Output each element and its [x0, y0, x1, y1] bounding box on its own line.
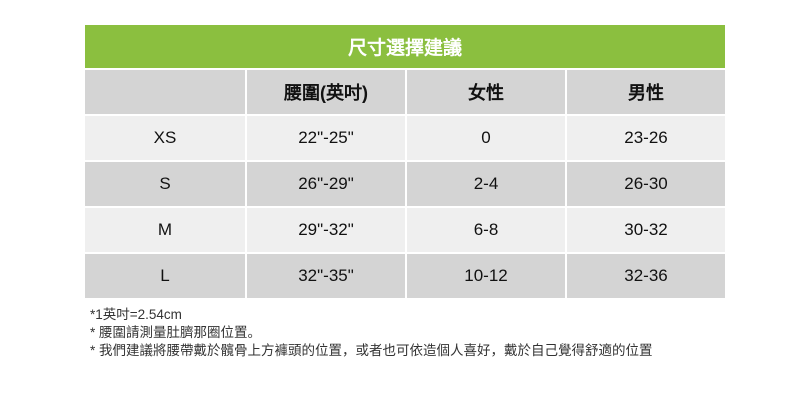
note: *1英吋=2.54cm: [90, 307, 182, 322]
table-cell: 23-26: [567, 116, 725, 160]
size-table: 腰圍(英吋) 女性 男性 XS 22"-25" 0 23-26 S 26"-29…: [85, 70, 725, 298]
table-cell: 2-4: [407, 162, 565, 206]
table-cell: 32"-35": [247, 254, 405, 298]
table-cell: 6-8: [407, 208, 565, 252]
table-cell: M: [85, 208, 245, 252]
table-cell: 32-36: [567, 254, 725, 298]
table-cell: L: [85, 254, 245, 298]
table-cell: 22"-25": [247, 116, 405, 160]
table-cell: 0: [407, 116, 565, 160]
header-cell: 男性: [567, 70, 725, 114]
header-cell: 女性: [407, 70, 565, 114]
header-cell: 腰圍(英吋): [247, 70, 405, 114]
notes: *1英吋=2.54cm * 腰圍請測量肚臍那圈位置。 * 我們建議將腰帶戴於髖骨…: [90, 306, 653, 360]
table-cell: 26"-29": [247, 162, 405, 206]
note: * 我們建議將腰帶戴於髖骨上方褲頭的位置，或者也可依造個人喜好，戴於自己覺得舒適…: [90, 343, 653, 358]
table-cell: 10-12: [407, 254, 565, 298]
size-chart-title: 尺寸選擇建議: [85, 25, 725, 68]
table-cell: XS: [85, 116, 245, 160]
table-cell: 30-32: [567, 208, 725, 252]
table-cell: 26-30: [567, 162, 725, 206]
table-cell: S: [85, 162, 245, 206]
table-cell: 29"-32": [247, 208, 405, 252]
header-cell: [85, 70, 245, 114]
note: * 腰圍請測量肚臍那圈位置。: [90, 325, 262, 340]
